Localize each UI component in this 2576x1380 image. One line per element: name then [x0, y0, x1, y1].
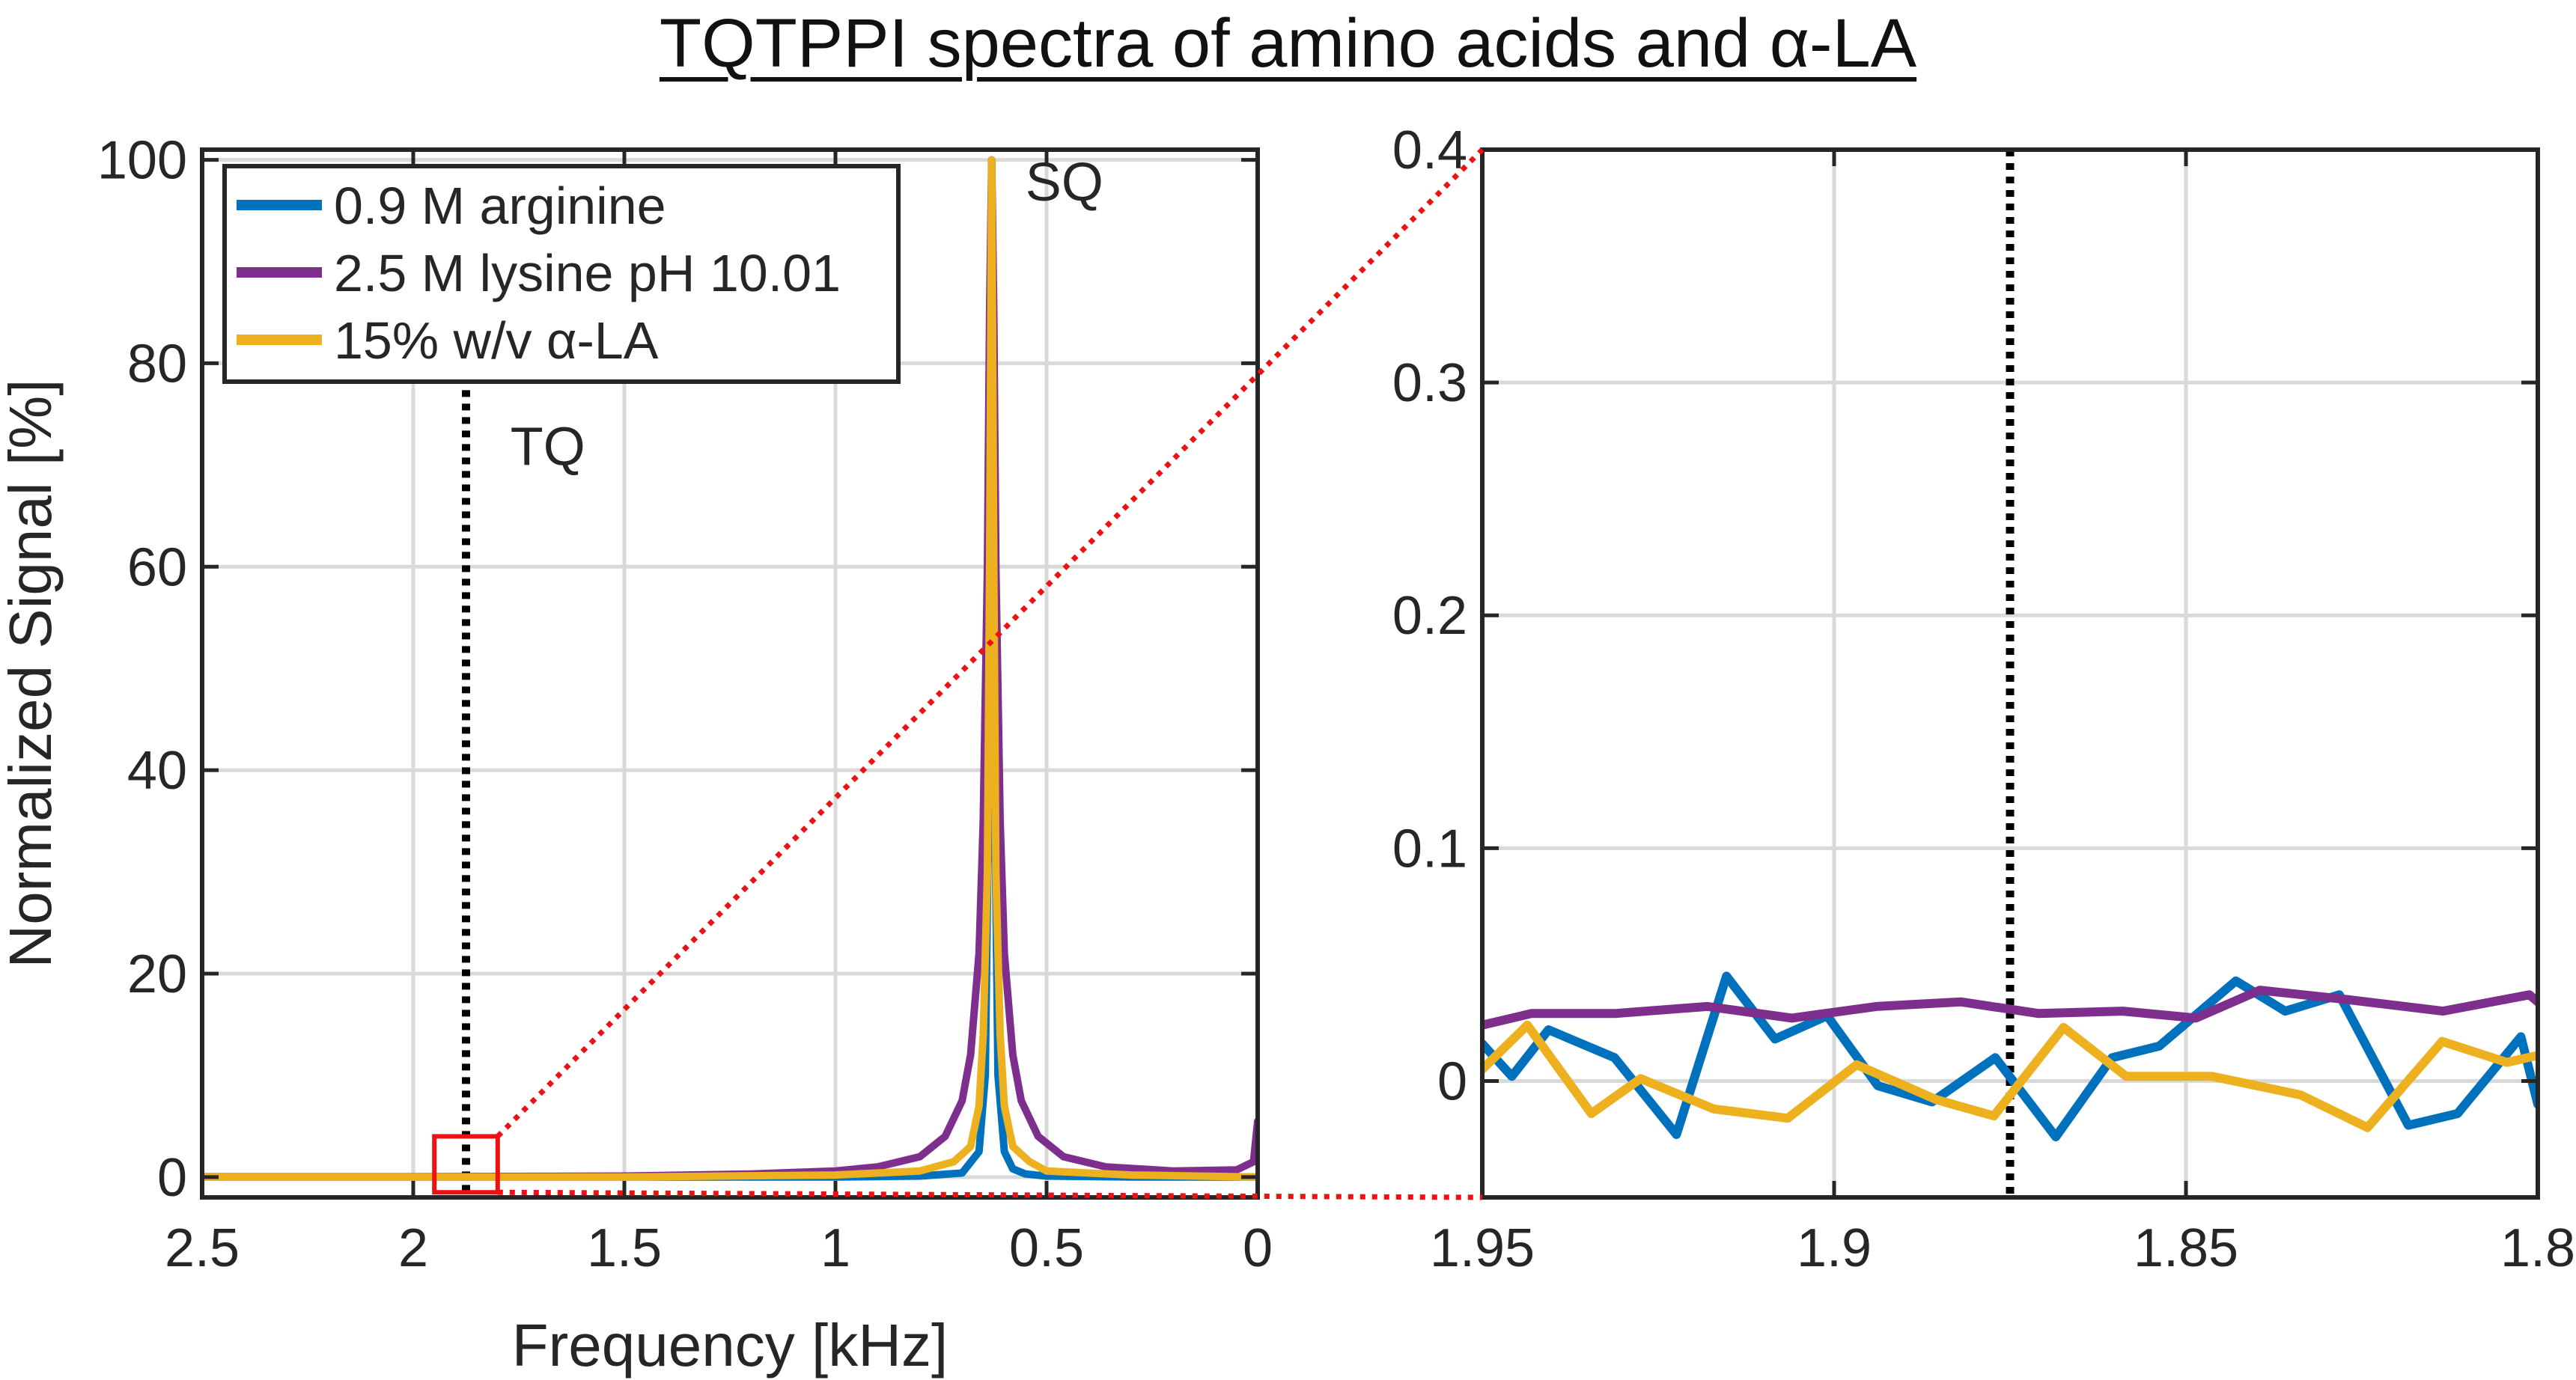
- y-tick-label: 100: [97, 131, 187, 191]
- left-panel: 2.5 2 1.5 1 0.5 0 0 20 40 60 80 100 Frequency [kHz] N…: [0, 131, 1273, 1379]
- annotation-tq: TQ: [511, 417, 585, 477]
- y-tick-label: 0.4: [1392, 120, 1467, 180]
- series-group: [202, 156, 1258, 1181]
- zoom-connector-bottom: [497, 1189, 1483, 1200]
- axes-box: [200, 147, 1260, 1200]
- y-tick-label: 0: [1437, 1051, 1467, 1111]
- y-tick-label: 0.1: [1392, 819, 1467, 879]
- legend-label-1: 0.9 M arginine: [334, 177, 666, 235]
- y-tick-label: 60: [127, 537, 187, 597]
- x-axis-label: Frequency [kHz]: [512, 1312, 948, 1379]
- y-tick-label: 0: [157, 1148, 187, 1208]
- x-tick-label: 2: [398, 1218, 428, 1278]
- y-tick-label: 0.3: [1392, 353, 1467, 413]
- x-tick-label: 1.5: [587, 1218, 662, 1278]
- legend-label-3: 15% w/v α-LA: [334, 311, 659, 370]
- x-tick-label: 1.8: [2500, 1218, 2575, 1278]
- series-line-3: [202, 156, 1258, 1181]
- legend-label-2: 2.5 M lysine pH 10.01: [334, 244, 841, 302]
- y-tick-label: 20: [127, 944, 187, 1004]
- axes-box: [1480, 147, 2540, 1200]
- series-line-2: [1482, 986, 2538, 1030]
- zoom-box: [432, 1134, 500, 1195]
- x-tick-label: 1.95: [1430, 1218, 1535, 1278]
- x-tick-label: 2.5: [165, 1218, 240, 1278]
- y-tick-label: 40: [127, 741, 187, 801]
- y-axis-label: Normalized Signal [%]: [0, 379, 64, 968]
- series-group: [1482, 971, 2538, 1142]
- annotation-sq: SQ: [1026, 153, 1103, 213]
- zoom-connector-top: [496, 147, 1485, 1138]
- x-tick-label: 1.9: [1797, 1218, 1872, 1278]
- y-tick-label: 0.2: [1392, 586, 1467, 646]
- chart-title-text: TQTPPI spectra of amino acids and α-LA: [659, 5, 1917, 82]
- y-tick-label: 80: [127, 334, 187, 394]
- x-tick-label: 1: [820, 1218, 850, 1278]
- legend-box: [222, 164, 901, 384]
- chart-title: TQTPPI spectra of amino acids and α-LA: [0, 4, 2576, 83]
- x-tick-label: 1.85: [2134, 1218, 2238, 1278]
- series-line-3: [1482, 1020, 2538, 1132]
- x-tick-label: 0.5: [1009, 1218, 1084, 1278]
- x-tick-label: 0: [1243, 1218, 1273, 1278]
- zoom-connector: [496, 147, 1485, 1200]
- right-panel: 1.95 1.9 1.85 1.8 0 0.1 0.2 0.3 0.4: [1392, 120, 2575, 1278]
